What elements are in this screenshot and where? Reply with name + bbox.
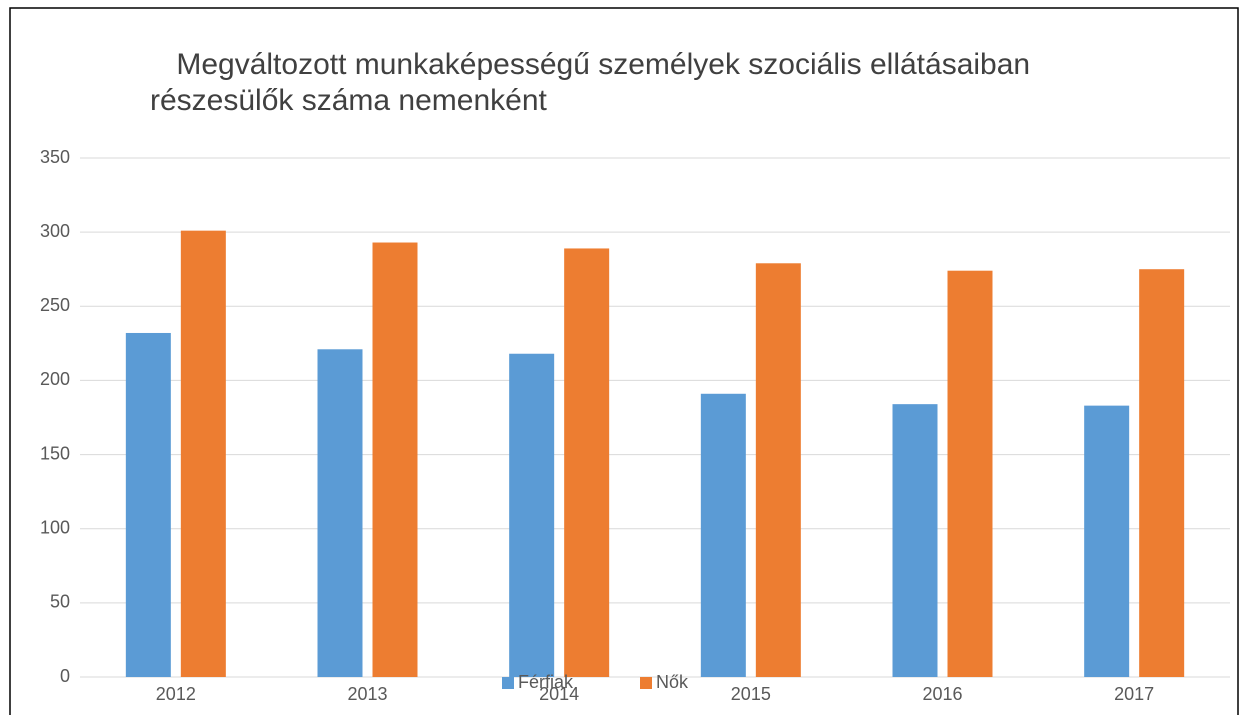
bar [125, 332, 171, 677]
y-tick-label: 300 [40, 221, 70, 241]
bar [317, 349, 363, 677]
bar [700, 393, 746, 677]
x-tick-label: 2014 [539, 684, 579, 704]
bar [892, 404, 938, 677]
x-tick-label: 2013 [347, 684, 387, 704]
bar [564, 248, 610, 677]
bar [1139, 269, 1185, 677]
bar [180, 230, 226, 677]
legend-label: Férfiak [518, 672, 574, 692]
chart-title: részesülők száma nemenként [150, 84, 548, 117]
y-tick-label: 250 [40, 295, 70, 315]
x-tick-label: 2017 [1114, 684, 1154, 704]
x-tick-label: 2016 [922, 684, 962, 704]
bar [755, 263, 801, 677]
x-tick-label: 2012 [156, 684, 196, 704]
legend-swatch [640, 677, 652, 689]
y-tick-label: 50 [50, 592, 70, 612]
y-tick-label: 200 [40, 369, 70, 389]
bar [947, 270, 993, 677]
bar [509, 353, 555, 677]
chart-title: Megváltozott munkaképességű személyek sz… [168, 48, 1030, 81]
legend-swatch [502, 677, 514, 689]
y-tick-label: 100 [40, 517, 70, 537]
y-tick-label: 0 [60, 666, 70, 686]
bar [1084, 405, 1130, 677]
bar [372, 242, 418, 677]
legend-label: Nők [656, 672, 689, 692]
y-tick-label: 350 [40, 147, 70, 167]
x-tick-label: 2015 [731, 684, 771, 704]
y-tick-label: 150 [40, 443, 70, 463]
